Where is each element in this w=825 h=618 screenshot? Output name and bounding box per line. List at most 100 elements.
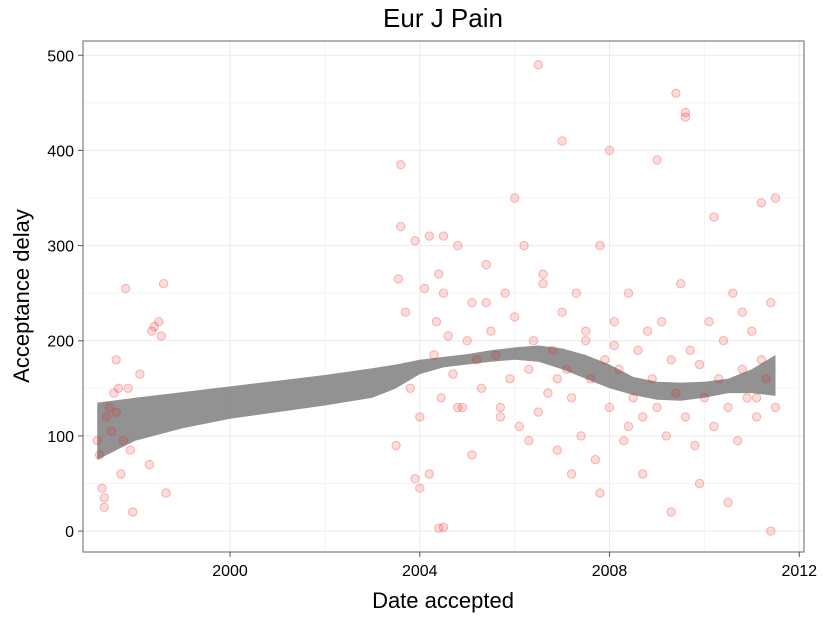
data-point <box>751 412 762 422</box>
data-point <box>638 469 648 479</box>
data-point <box>476 383 487 393</box>
data-point <box>431 317 442 327</box>
data-point <box>604 402 615 413</box>
data-point <box>121 283 131 294</box>
data-point <box>694 478 705 489</box>
data-point <box>652 155 662 165</box>
data-point <box>467 450 477 460</box>
data-point <box>666 355 676 365</box>
data-point <box>723 402 733 413</box>
data-point <box>106 426 117 436</box>
data-point <box>505 374 515 384</box>
data-point <box>699 393 710 403</box>
data-point <box>766 298 776 308</box>
data-point <box>638 412 648 422</box>
data-point <box>595 488 605 498</box>
y-tick-label: 0 <box>65 524 74 541</box>
panel-border <box>82 40 805 553</box>
data-point <box>676 279 686 289</box>
data-point <box>770 193 781 203</box>
data-point <box>109 388 119 398</box>
data-point <box>666 507 676 517</box>
data-point <box>552 374 562 384</box>
data-point <box>566 469 577 479</box>
data-point <box>680 112 691 122</box>
data-point <box>728 288 738 298</box>
data-point <box>147 326 157 336</box>
data-point <box>657 317 667 327</box>
data-point <box>609 317 619 327</box>
data-point <box>113 383 124 393</box>
data-point <box>737 307 747 317</box>
data-point <box>125 445 136 455</box>
data-point <box>680 412 691 422</box>
data-point <box>97 483 107 493</box>
data-point <box>533 407 544 417</box>
data-point <box>149 321 159 332</box>
data-point <box>158 279 169 289</box>
data-point <box>713 374 724 384</box>
data-point <box>704 317 714 327</box>
y-axis-ticks: 0 100 200 300 400 500 <box>47 48 83 541</box>
data-point <box>595 240 605 251</box>
y-tick-label: 400 <box>47 143 74 160</box>
data-point <box>410 236 420 246</box>
data-point <box>524 436 534 446</box>
data-point <box>566 393 577 403</box>
data-point <box>770 402 781 413</box>
data-point <box>590 455 600 465</box>
data-point <box>443 331 453 341</box>
smooth-band <box>97 345 776 460</box>
data-point <box>144 459 155 470</box>
data-point <box>453 240 463 251</box>
data-point <box>161 488 171 498</box>
data-point <box>438 231 449 241</box>
data-point <box>600 355 610 365</box>
data-point <box>671 88 681 99</box>
data-point <box>576 431 586 441</box>
data-point <box>709 421 719 432</box>
y-tick-label: 100 <box>47 429 74 446</box>
data-point <box>495 412 506 422</box>
data-point <box>642 326 653 336</box>
data-point <box>481 298 491 308</box>
data-point <box>647 374 657 384</box>
data-point <box>391 440 401 451</box>
data-point <box>604 145 615 156</box>
data-point <box>528 336 539 346</box>
data-point <box>552 445 562 455</box>
data-point <box>633 345 643 355</box>
data-point <box>472 355 482 365</box>
data-point <box>510 312 520 322</box>
data-point <box>557 307 567 317</box>
data-point <box>453 402 463 413</box>
data-point <box>581 336 591 346</box>
data-point <box>510 193 520 203</box>
data-point <box>694 359 705 370</box>
y-axis-label: Acceptance delay <box>9 209 34 383</box>
data-point <box>448 369 458 379</box>
data-point <box>429 350 439 360</box>
x-tick-label: 2000 <box>212 563 248 580</box>
data-point <box>491 350 501 360</box>
data-point <box>415 483 425 493</box>
data-point <box>685 345 695 355</box>
data-point <box>581 326 591 336</box>
data-point <box>424 231 434 241</box>
data-point <box>619 436 629 446</box>
x-tick-label: 2004 <box>402 563 438 580</box>
data-point <box>614 364 624 374</box>
data-point <box>102 412 112 422</box>
data-point <box>393 274 404 284</box>
data-point <box>524 364 534 374</box>
data-point <box>761 374 771 384</box>
x-axis-label: Date accepted <box>372 588 514 613</box>
data-point <box>111 407 121 417</box>
grid-lines <box>83 41 804 552</box>
data-point <box>562 364 572 374</box>
data-point <box>396 221 406 232</box>
data-point <box>742 393 752 403</box>
data-point <box>438 288 449 298</box>
data-point <box>405 383 415 393</box>
